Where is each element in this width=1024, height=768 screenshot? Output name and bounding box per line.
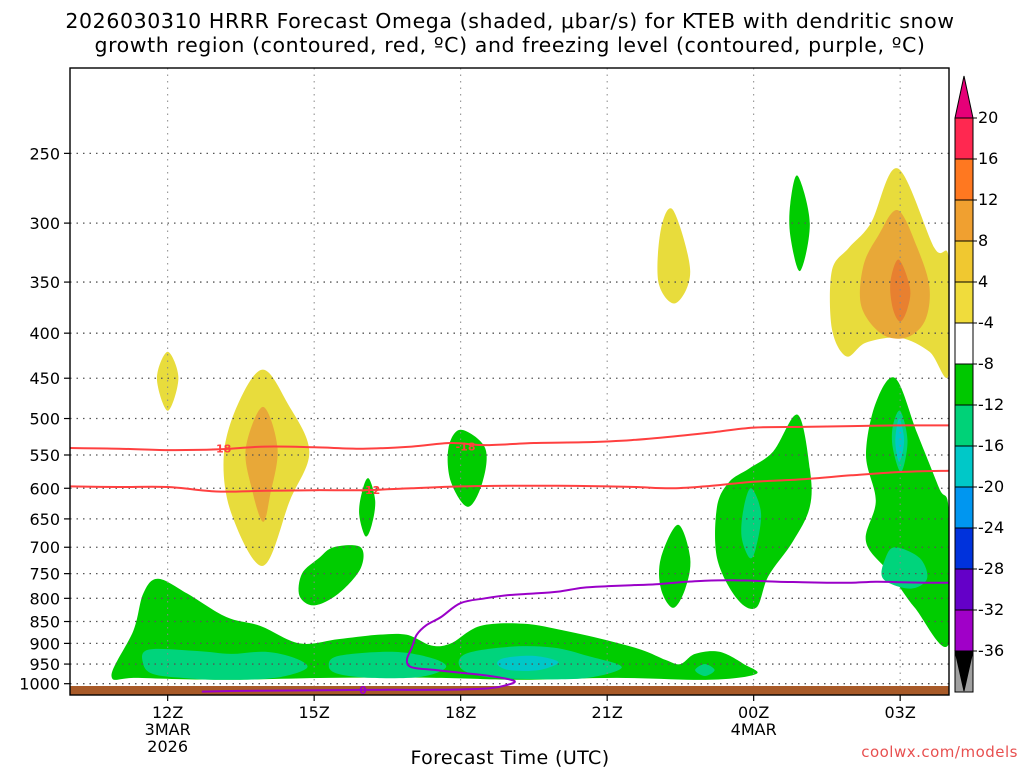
y-tick-label-750: 750	[29, 565, 60, 584]
colorbar-label-2: 12	[978, 190, 998, 209]
omega-region-9	[447, 429, 487, 507]
omega-region-22	[497, 655, 559, 671]
colorbar-swatch-3	[954, 240, 974, 283]
colorbar-swatch-11	[954, 568, 974, 611]
dendritic-contour-2	[70, 469, 949, 493]
colorbar-label-0: 20	[978, 108, 998, 127]
omega-region-10	[659, 524, 691, 608]
omega-region-14	[865, 377, 949, 647]
y-tick-label-450: 450	[29, 369, 60, 388]
colorbar-swatch-6	[954, 363, 974, 406]
dendritic-contour-label-0: -18	[211, 443, 231, 456]
y-axis: 250 300 350 400 450 500 550 600 650 700 750 800 850 9…	[19, 144, 70, 694]
chart-title-line-1: 2026030310 HRRR Forecast Omega (shaded, …	[65, 9, 954, 33]
x-axis-label: Forecast Time (UTC)	[410, 747, 609, 768]
colorbar-label-5: -4	[978, 313, 994, 332]
y-tick-label-550: 550	[29, 446, 60, 465]
y-tick-label-800: 800	[29, 589, 60, 608]
colorbar-swatch-5	[954, 322, 974, 365]
chart-title-line-2: growth region (contoured, red, ºC) and f…	[94, 33, 925, 57]
colorbar-label-3: 8	[978, 231, 988, 250]
colorbar-swatch-12	[954, 609, 974, 652]
dendritic-contour-0	[70, 424, 949, 452]
y-tick-label-950: 950	[29, 655, 60, 674]
freezing-level-label-0: 0	[359, 684, 367, 697]
y-tick-label-850: 850	[29, 613, 60, 632]
colorbar-label-10: -24	[978, 518, 1004, 537]
ground-layer	[70, 686, 949, 695]
colorbar-top-arrow	[954, 75, 974, 119]
x-tick-label-12-1: 3MAR	[145, 720, 191, 739]
y-tick-label-700: 700	[29, 538, 60, 557]
colorbar-swatch-2	[954, 199, 974, 242]
x-tick-label-21-0: 21Z	[592, 703, 623, 722]
y-tick-label-1000: 1000	[19, 675, 60, 694]
x-tick-label-12-2: 2026	[147, 737, 188, 756]
colorbar-label-12: -32	[978, 600, 1004, 619]
y-tick-label-300: 300	[29, 214, 60, 233]
colorbar-legend: 20 16 12 8 4 -4 -8 -12 -16 -20 -24 -28 -32 -36	[954, 75, 1004, 693]
ground-strip	[70, 686, 949, 695]
grid-layer	[70, 68, 949, 686]
y-tick-label-600: 600	[29, 479, 60, 498]
colorbar-swatch-0	[954, 117, 974, 160]
x-tick-label-12-0: 12Z	[152, 703, 183, 722]
y-tick-label-650: 650	[29, 510, 60, 529]
omega-region-11	[715, 414, 812, 610]
omega-region-3	[657, 208, 691, 304]
colorbar-bottom-arrow	[954, 650, 974, 692]
x-tick-label-27-0: 03Z	[885, 703, 916, 722]
omega-region-13	[789, 175, 810, 272]
colorbar-label-6: -8	[978, 354, 994, 373]
omega-region-19	[141, 648, 308, 680]
y-tick-label-500: 500	[29, 410, 60, 429]
x-tick-label-24-0: 00Z	[738, 703, 769, 722]
colorbar-label-13: -36	[978, 641, 1004, 660]
dendritic-contour-label-1: -18	[456, 441, 476, 454]
y-tick-label-400: 400	[29, 324, 60, 343]
x-tick-label-24-1: 4MAR	[731, 720, 777, 739]
colorbar-label-11: -28	[978, 559, 1004, 578]
dendritic-contour-label-2: -12	[360, 484, 380, 497]
omega-region-17	[895, 418, 905, 462]
contour-layer: -18 -18 -12 0	[70, 424, 949, 697]
omega-region-20	[328, 651, 447, 679]
colorbar-label-7: -12	[978, 395, 1004, 414]
omega-region-2	[245, 406, 278, 522]
omega-region-8	[359, 478, 376, 537]
credit-text: coolwx.com/models	[861, 743, 1018, 761]
colorbar-swatch-8	[954, 445, 974, 488]
omega-region-16	[881, 547, 928, 589]
colorbar-label-9: -20	[978, 477, 1004, 496]
colorbar-label-4: 4	[978, 272, 988, 291]
freezing-level-line	[201, 579, 949, 693]
y-tick-label-250: 250	[29, 144, 60, 163]
omega-region-7	[298, 545, 364, 606]
x-tick-label-18-0: 18Z	[445, 703, 476, 722]
omega-region-6	[890, 259, 911, 322]
colorbar-swatch-10	[954, 527, 974, 570]
y-tick-label-900: 900	[29, 634, 60, 653]
omega-shading-layer	[111, 168, 949, 680]
x-tick-label-15-0: 15Z	[299, 703, 330, 722]
plot-frame	[69, 67, 950, 696]
colorbar-label-1: 16	[978, 149, 998, 168]
y-tick-label-350: 350	[29, 273, 60, 292]
colorbar-swatch-1	[954, 158, 974, 201]
omega-region-23	[695, 664, 715, 676]
colorbar-swatch-9	[954, 486, 974, 529]
omega-region-12	[741, 488, 762, 559]
colorbar-swatch-7	[954, 404, 974, 447]
colorbar-swatch-4	[954, 281, 974, 324]
colorbar-label-8: -16	[978, 436, 1004, 455]
